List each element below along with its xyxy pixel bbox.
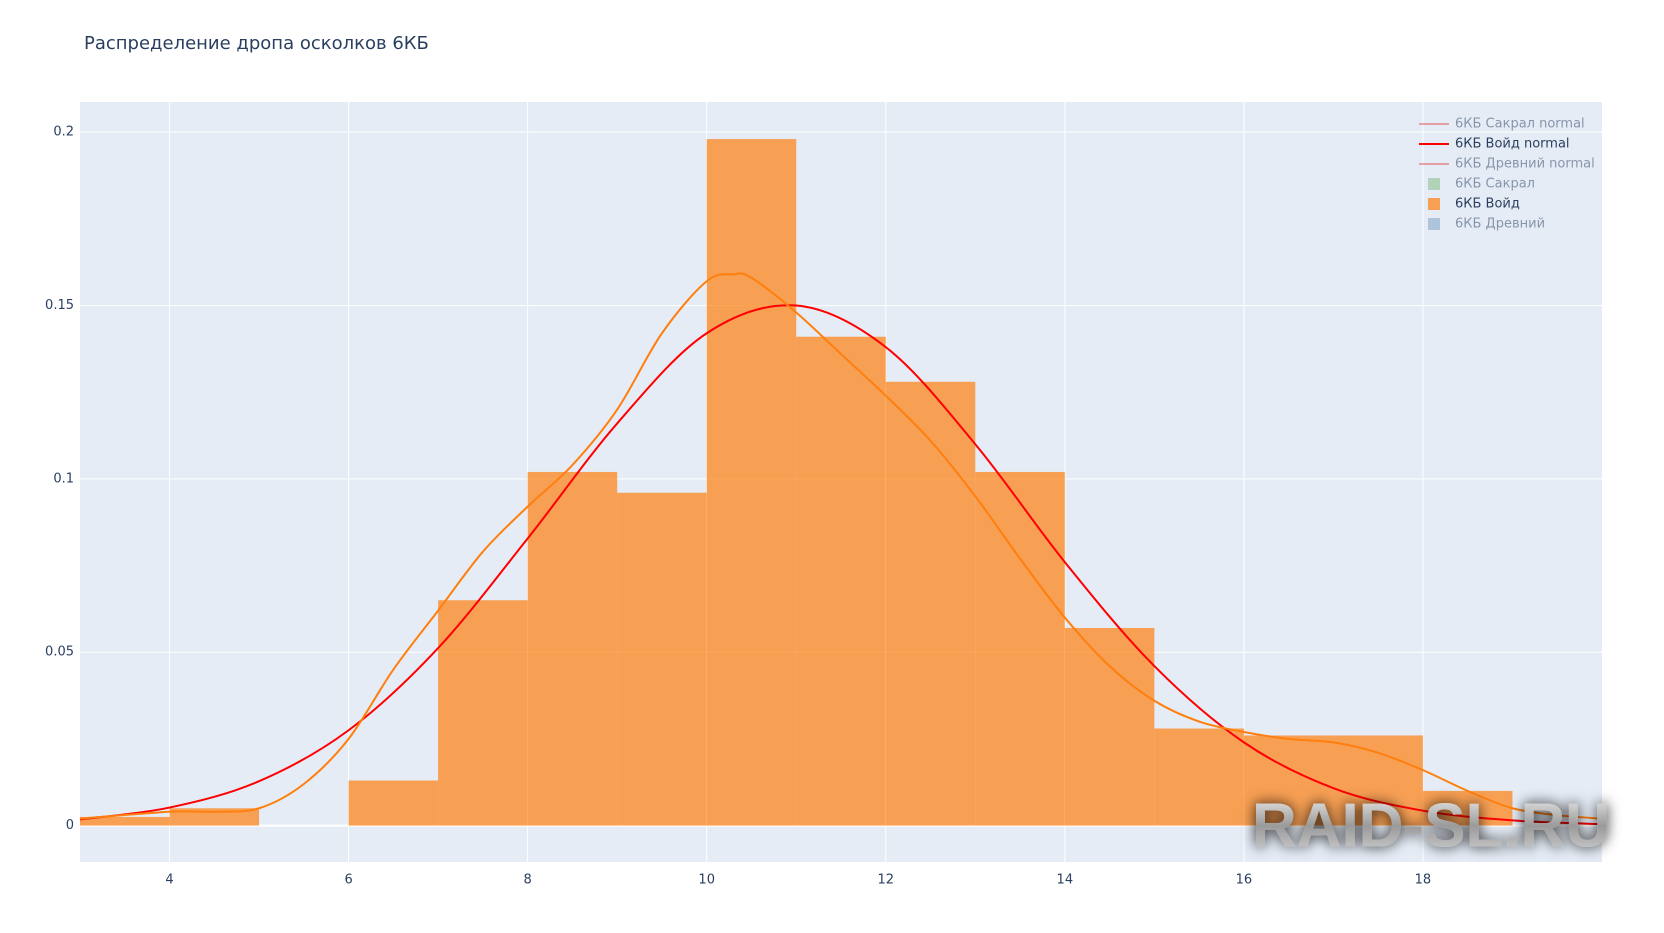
bar bbox=[706, 139, 797, 826]
legend-item[interactable]: 6КБ Древний normal bbox=[1419, 157, 1595, 172]
bar bbox=[796, 336, 886, 826]
bar bbox=[80, 816, 170, 826]
bar bbox=[1243, 735, 1334, 826]
legend-label: 6КБ Сакрал normal bbox=[1455, 117, 1585, 132]
bar bbox=[527, 471, 618, 826]
x-tick-label: 8 bbox=[524, 873, 532, 888]
y-tick-label: 0.1 bbox=[53, 471, 74, 486]
legend-square bbox=[1428, 218, 1440, 230]
legend-square bbox=[1428, 198, 1440, 210]
legend-label: 6КБ Сакрал bbox=[1455, 177, 1535, 192]
bar bbox=[617, 492, 707, 826]
legend-label: 6КБ Древний normal bbox=[1455, 157, 1595, 172]
bar bbox=[348, 780, 439, 826]
y-tick-label: 0.15 bbox=[45, 298, 74, 313]
x-tick-label: 4 bbox=[165, 873, 173, 888]
legend-label: 6КБ Войд bbox=[1455, 197, 1520, 212]
x-tick-label: 16 bbox=[1236, 873, 1253, 888]
bar bbox=[885, 381, 976, 826]
line-series bbox=[79, 272, 1603, 820]
y-tick-label: 0.05 bbox=[45, 645, 74, 660]
legend-square bbox=[1428, 178, 1440, 190]
x-tick-label: 6 bbox=[344, 873, 352, 888]
legend-label: 6КБ Древний bbox=[1455, 217, 1545, 232]
bar bbox=[438, 600, 528, 826]
legend-item[interactable]: 6КБ Сакрал normal bbox=[1419, 117, 1585, 132]
y-tick-label: 0.2 bbox=[53, 125, 74, 140]
x-tick-label: 18 bbox=[1415, 873, 1432, 888]
bar bbox=[1064, 627, 1155, 826]
legend-item[interactable]: 6КБ Войд bbox=[1428, 197, 1520, 212]
legend-item[interactable]: 6КБ Войд normal bbox=[1419, 137, 1570, 152]
line-series bbox=[79, 304, 1603, 826]
chart-title: Распределение дропа осколков 6КБ bbox=[84, 33, 429, 54]
legend-item[interactable]: 6КБ Сакрал bbox=[1428, 177, 1535, 192]
bar bbox=[169, 808, 260, 826]
x-tick-label: 14 bbox=[1057, 873, 1074, 888]
y-tick-label: 0 bbox=[66, 818, 74, 833]
bar bbox=[1333, 735, 1423, 826]
x-tick-label: 10 bbox=[698, 873, 715, 888]
legend-item[interactable]: 6КБ Древний bbox=[1428, 217, 1545, 232]
watermark: RAID-SL.RU bbox=[1252, 791, 1610, 860]
bar bbox=[1154, 728, 1244, 826]
legend-label: 6КБ Войд normal bbox=[1455, 137, 1570, 152]
x-tick-label: 12 bbox=[877, 873, 894, 888]
bar bbox=[975, 471, 1065, 826]
